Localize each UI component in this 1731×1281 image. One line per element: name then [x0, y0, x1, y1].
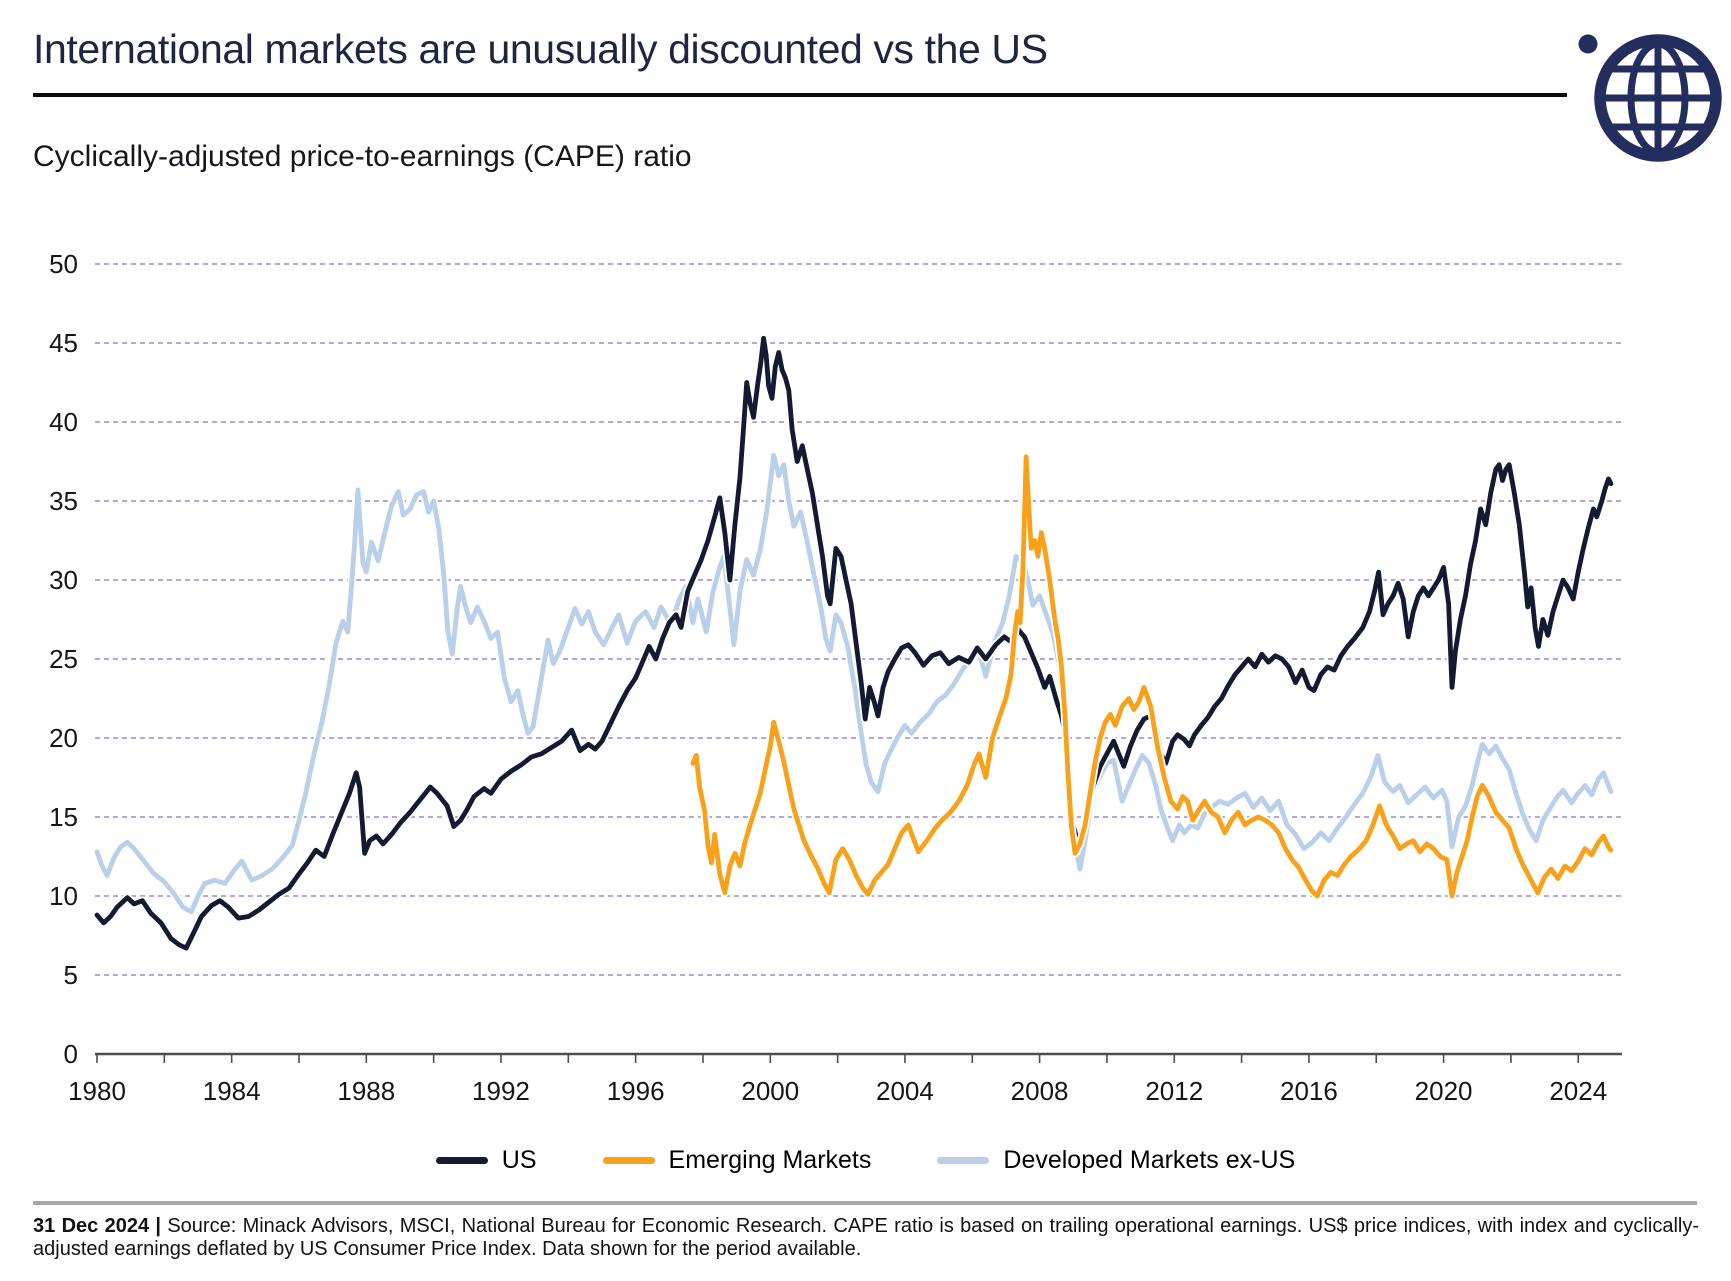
source-note: 31 Dec 2024 | Source: Minack Advisors, M…	[33, 1215, 1699, 1261]
legend-item-developed-markets-ex-us: Developed Markets ex-US	[937, 1146, 1295, 1175]
series-halo-emerging-markets	[688, 452, 1616, 901]
legend-label-developed-markets-ex-us: Developed Markets ex-US	[1003, 1146, 1296, 1174]
series-line-emerging-markets	[690, 454, 1614, 899]
chart-legend: US Emerging Markets Developed Markets ex…	[0, 1146, 1731, 1175]
series-line-us	[94, 335, 1614, 951]
y-tick-label-40: 40	[49, 407, 78, 437]
x-tick-label-1984: 1984	[203, 1076, 261, 1106]
x-tick-label-1996: 1996	[607, 1076, 665, 1106]
y-tick-label-45: 45	[49, 328, 78, 358]
source-text: Source: Minack Advisors, MSCI, National …	[33, 1215, 1699, 1260]
y-tick-label-25: 25	[49, 644, 78, 674]
x-tick-label-1992: 1992	[472, 1076, 530, 1106]
y-tick-label-0: 0	[64, 1039, 78, 1069]
y-tick-label-35: 35	[49, 486, 78, 516]
legend-item-us: US	[435, 1146, 537, 1175]
y-tick-label-10: 10	[49, 881, 78, 911]
legend-swatch-developed-markets-ex-us	[937, 1157, 990, 1164]
x-tick-label-2016: 2016	[1280, 1076, 1338, 1106]
y-tick-label-30: 30	[49, 565, 78, 595]
x-tick-label-2024: 2024	[1549, 1076, 1607, 1106]
legend-label-emerging-markets: Emerging Markets	[668, 1146, 872, 1174]
series-line-developed-markets-ex-us	[94, 452, 1614, 915]
y-tick-label-5: 5	[64, 960, 78, 990]
x-tick-label-2000: 2000	[741, 1076, 799, 1106]
y-tick-label-20: 20	[49, 723, 78, 753]
x-tick-label-1988: 1988	[337, 1076, 395, 1106]
x-tick-label-2012: 2012	[1145, 1076, 1203, 1106]
chart-title: Cyclically-adjusted price-to-earnings (C…	[33, 140, 692, 173]
title-underline	[33, 93, 1567, 97]
legend-item-emerging-markets: Emerging Markets	[602, 1146, 872, 1175]
legend-swatch-emerging-markets	[602, 1157, 655, 1164]
page-title: International markets are unusually disc…	[33, 26, 1048, 72]
footer-divider	[33, 1201, 1697, 1205]
y-tick-label-15: 15	[49, 802, 78, 832]
x-tick-label-1980: 1980	[68, 1076, 126, 1106]
x-tick-label-2008: 2008	[1011, 1076, 1069, 1106]
x-tick-label-2020: 2020	[1415, 1076, 1473, 1106]
globe-icon	[1578, 34, 1722, 162]
legend-label-us: US	[501, 1146, 537, 1174]
source-date: 31 Dec 2024 |	[33, 1215, 161, 1237]
y-tick-label-50: 50	[49, 249, 78, 279]
x-tick-label-2004: 2004	[876, 1076, 934, 1106]
legend-swatch-us	[435, 1157, 488, 1164]
